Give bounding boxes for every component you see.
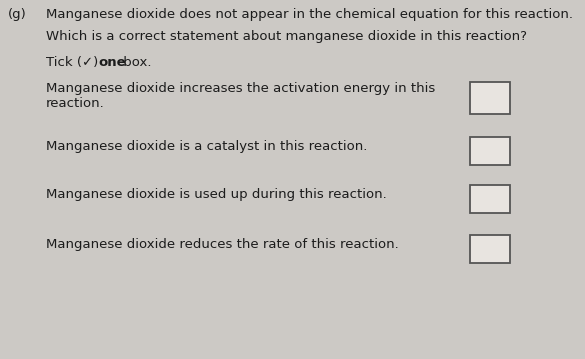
Text: Manganese dioxide reduces the rate of this reaction.: Manganese dioxide reduces the rate of th… bbox=[46, 238, 399, 251]
Bar bbox=[470, 137, 510, 165]
Bar bbox=[470, 235, 510, 263]
Text: (g): (g) bbox=[8, 8, 27, 21]
Text: Tick (✓): Tick (✓) bbox=[46, 56, 102, 69]
Text: Manganese dioxide is a catalyst in this reaction.: Manganese dioxide is a catalyst in this … bbox=[46, 140, 367, 153]
Text: reaction.: reaction. bbox=[46, 97, 105, 110]
Bar bbox=[470, 82, 510, 114]
Text: Manganese dioxide is used up during this reaction.: Manganese dioxide is used up during this… bbox=[46, 188, 387, 201]
Text: Manganese dioxide increases the activation energy in this: Manganese dioxide increases the activati… bbox=[46, 82, 435, 95]
Text: box.: box. bbox=[119, 56, 152, 69]
Text: one: one bbox=[98, 56, 126, 69]
Bar bbox=[470, 185, 510, 213]
Text: Manganese dioxide does not appear in the chemical equation for this reaction.: Manganese dioxide does not appear in the… bbox=[46, 8, 573, 21]
Text: Which is a correct statement about manganese dioxide in this reaction?: Which is a correct statement about manga… bbox=[46, 30, 527, 43]
